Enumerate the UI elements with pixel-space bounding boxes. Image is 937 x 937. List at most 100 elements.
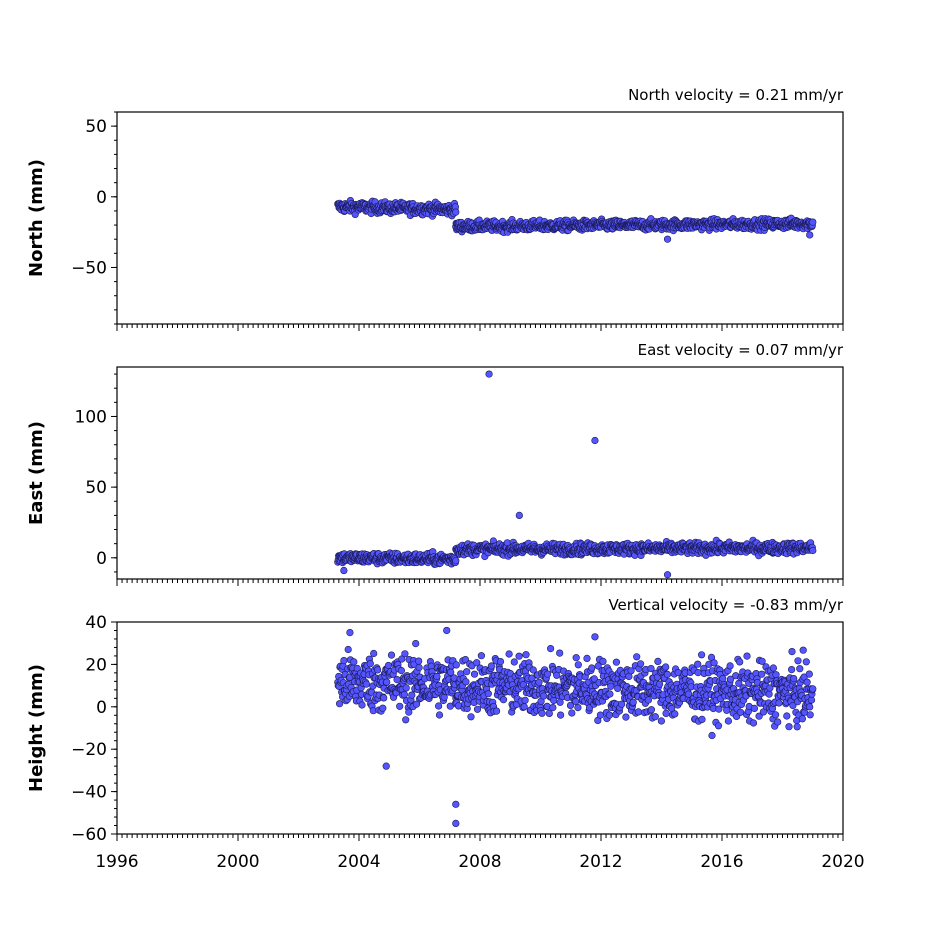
- data-point: [556, 649, 564, 657]
- data-point: [651, 713, 659, 721]
- data-point: [470, 670, 479, 678]
- x-tick-label: 2008: [458, 852, 501, 872]
- data-point: [657, 717, 666, 725]
- data-point: [788, 647, 796, 656]
- outlier-point: [340, 566, 348, 575]
- data-point: [809, 218, 817, 226]
- data-point: [806, 703, 814, 711]
- x-tick-label: 2000: [216, 852, 259, 872]
- data-point: [344, 645, 352, 654]
- data-point: [798, 715, 807, 723]
- data-point: [708, 731, 716, 740]
- data-point: [787, 665, 796, 674]
- data-point: [803, 678, 811, 686]
- data-point: [622, 713, 630, 721]
- data-point: [793, 723, 801, 731]
- data-point: [350, 658, 358, 666]
- data-point: [379, 704, 387, 712]
- data-point: [521, 696, 529, 704]
- outlier-point: [443, 626, 451, 635]
- data-point: [790, 674, 798, 683]
- y-tick-label: 0: [96, 549, 107, 569]
- data-point: [415, 663, 423, 672]
- data-point: [496, 657, 505, 666]
- data-point: [462, 678, 470, 686]
- data-point: [340, 656, 348, 665]
- data-point: [408, 691, 416, 699]
- data-point: [771, 711, 780, 719]
- data-point: [543, 670, 552, 678]
- x-tick-label: 2004: [337, 852, 380, 872]
- y-tick-label: 50: [85, 478, 107, 498]
- data-point: [654, 657, 662, 666]
- north-title: North velocity = 0.21 mm/yr: [628, 86, 844, 104]
- height-panel: Vertical velocity = -0.83 mm/yr 40 20 0 −20…: [26, 596, 865, 872]
- data-point: [387, 651, 396, 659]
- data-point: [435, 702, 443, 710]
- y-tick-label: 50: [85, 117, 107, 137]
- data-point: [505, 650, 513, 658]
- y-tick-label: −60: [71, 825, 107, 845]
- data-point: [401, 650, 409, 658]
- data-point: [794, 657, 802, 665]
- data-point: [806, 711, 814, 719]
- data-point: [698, 715, 706, 724]
- data-point: [452, 661, 460, 669]
- data-point: [805, 670, 813, 678]
- east-title: East velocity = 0.07 mm/yr: [638, 341, 844, 359]
- data-point: [467, 713, 475, 721]
- data-point: [785, 723, 793, 731]
- x-tick-label: 2016: [700, 852, 743, 872]
- data-point: [647, 706, 656, 714]
- east-points: [334, 370, 817, 579]
- data-point: [402, 684, 410, 692]
- north-panel: North velocity = 0.21 mm/yr 50 0 −50 North…: [26, 86, 844, 331]
- data-point: [574, 661, 582, 669]
- data-point: [452, 208, 460, 216]
- data-point: [634, 708, 643, 716]
- outlier-point: [382, 762, 390, 770]
- data-point: [694, 668, 702, 677]
- outlier-point: [591, 436, 599, 445]
- data-point: [477, 652, 486, 660]
- data-point: [568, 709, 576, 717]
- data-point: [383, 678, 391, 686]
- data-point: [522, 651, 530, 659]
- data-point: [807, 696, 816, 704]
- data-point: [714, 722, 723, 730]
- outlier-point: [515, 511, 523, 520]
- data-point: [549, 703, 557, 712]
- data-point: [758, 657, 766, 665]
- data-point: [510, 658, 518, 666]
- data-point: [799, 646, 807, 654]
- data-point: [572, 697, 580, 706]
- data-point: [605, 711, 614, 719]
- data-point: [393, 675, 401, 684]
- outlier-point: [346, 628, 354, 637]
- data-point: [487, 662, 496, 670]
- data-point: [606, 690, 614, 698]
- data-point: [775, 699, 783, 707]
- data-point: [694, 660, 702, 668]
- data-point: [362, 680, 371, 688]
- data-point: [809, 685, 817, 693]
- data-point: [435, 711, 444, 719]
- data-point: [405, 708, 413, 716]
- height-axes: 40 20 0 −20 −40 −60 1996 2000 2004 2008 2012 2016 20…: [71, 613, 865, 872]
- data-point: [336, 700, 344, 708]
- data-point: [802, 658, 810, 666]
- data-point: [629, 698, 637, 706]
- north-ylabel: North (mm): [26, 159, 47, 277]
- north-points: [334, 197, 817, 243]
- data-point: [540, 692, 548, 700]
- outlier-point: [806, 231, 814, 239]
- data-point: [412, 639, 420, 648]
- data-point: [796, 665, 804, 673]
- data-point: [358, 701, 366, 709]
- data-point: [662, 663, 670, 671]
- data-point: [719, 674, 727, 683]
- east-panel: East velocity = 0.07 mm/yr 100 50 0 East (…: [26, 341, 844, 586]
- y-tick-label: 20: [85, 655, 107, 675]
- data-point: [515, 652, 523, 660]
